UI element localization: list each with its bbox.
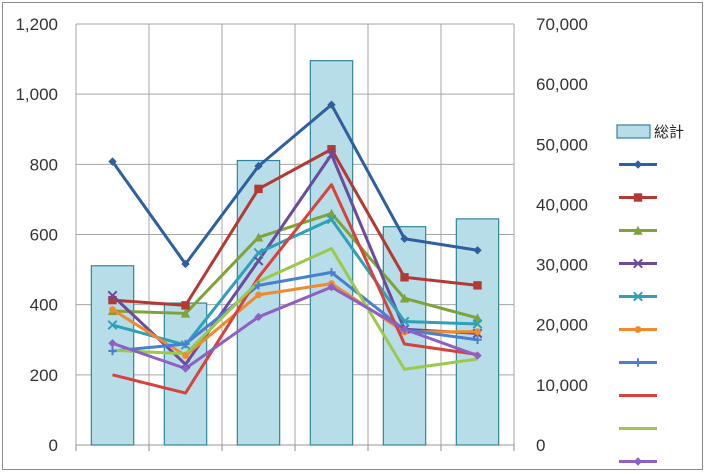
point	[327, 100, 336, 109]
point	[107, 320, 118, 330]
point	[181, 301, 190, 310]
legend: 総計	[616, 124, 684, 466]
bar	[236, 159, 281, 446]
point	[327, 282, 336, 292]
right-axis: 0 10,000 20,000 30,000 40,000 50,000 60,000 70,…	[536, 15, 588, 455]
series-line-3	[112, 211, 478, 320]
point	[327, 268, 336, 277]
series-line-7	[112, 270, 478, 353]
point	[473, 246, 482, 255]
point	[400, 325, 409, 334]
legend-swatch-bar	[616, 124, 651, 139]
point-stroke	[326, 149, 337, 160]
point	[633, 457, 643, 466]
series-line-5	[112, 217, 478, 347]
point	[472, 319, 483, 329]
right-tick-label: 0	[536, 436, 545, 455]
point-stroke	[633, 258, 643, 269]
point	[399, 293, 410, 303]
left-tick-label: 200	[30, 366, 58, 385]
point	[326, 149, 337, 160]
point-stroke	[253, 255, 264, 266]
left-axis: 0 200 400 600 800 1,000 1,200	[15, 15, 58, 455]
left-tick-label: 1,200	[15, 15, 58, 34]
point	[180, 359, 191, 370]
point	[181, 339, 190, 349]
right-tick-label: 20,000	[536, 316, 588, 335]
legend-label: 総計	[654, 124, 684, 141]
point	[474, 328, 481, 336]
point-stroke	[472, 319, 483, 329]
point	[108, 346, 117, 356]
point	[108, 295, 117, 305]
left-tick-label: 0	[49, 436, 58, 455]
point	[254, 312, 263, 322]
point	[473, 351, 482, 360]
point	[633, 225, 643, 235]
point-stroke	[326, 214, 337, 225]
point	[634, 326, 642, 333]
point	[400, 234, 409, 243]
left-tick-label: 400	[30, 296, 58, 315]
point	[633, 291, 643, 302]
series-line-8	[112, 183, 478, 395]
point	[472, 313, 483, 323]
point	[327, 145, 336, 154]
left-tick-label: 800	[30, 155, 58, 174]
series-line-1	[111, 103, 478, 266]
point	[181, 259, 190, 269]
bar	[90, 265, 135, 446]
point	[473, 335, 482, 344]
point	[633, 258, 643, 269]
right-tick-label: 70,000	[536, 15, 588, 34]
left-tick-label: 600	[30, 226, 58, 245]
point	[253, 255, 264, 266]
right-tick-label: 40,000	[536, 195, 588, 214]
left-tick-label: 1,000	[15, 85, 58, 104]
point-stroke	[633, 291, 643, 302]
point-stroke	[107, 320, 118, 330]
point	[254, 161, 263, 171]
lines-layer	[111, 103, 479, 395]
point	[633, 358, 643, 367]
right-tick-label: 60,000	[536, 75, 588, 94]
grid-layer	[75, 23, 515, 451]
point	[180, 308, 191, 318]
series-line-9	[112, 247, 478, 371]
point	[181, 364, 190, 373]
right-tick-label: 30,000	[536, 256, 588, 275]
series-line-10	[112, 285, 479, 371]
point	[107, 290, 118, 301]
point	[473, 281, 482, 290]
point	[326, 214, 337, 225]
point	[255, 291, 262, 299]
series-line-2	[112, 147, 478, 307]
bars-layer	[90, 60, 500, 446]
point	[109, 306, 116, 313]
point	[400, 273, 409, 282]
point	[326, 208, 337, 218]
point	[254, 184, 263, 194]
point	[254, 281, 263, 290]
point	[108, 157, 117, 166]
point-stroke	[107, 290, 118, 301]
right-tick-label: 10,000	[536, 376, 588, 395]
point	[633, 193, 643, 202]
right-tick-label: 50,000	[536, 135, 588, 154]
point	[399, 316, 410, 327]
point	[633, 160, 643, 169]
point	[182, 352, 189, 359]
point-stroke	[180, 359, 191, 370]
point	[253, 232, 264, 242]
point	[108, 339, 117, 348]
point-stroke	[399, 316, 410, 327]
point	[253, 247, 264, 258]
point-stroke	[253, 247, 264, 258]
markers-layer	[107, 100, 483, 373]
bar	[309, 60, 354, 446]
